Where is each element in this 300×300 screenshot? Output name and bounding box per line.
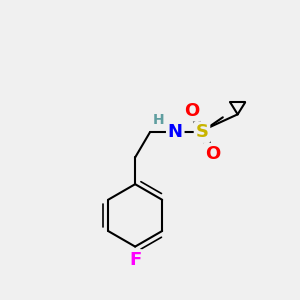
Text: H: H bbox=[153, 113, 165, 127]
Text: O: O bbox=[205, 145, 220, 163]
Text: F: F bbox=[129, 251, 141, 269]
Text: S: S bbox=[196, 123, 208, 141]
Text: N: N bbox=[168, 123, 183, 141]
Text: O: O bbox=[184, 102, 199, 120]
